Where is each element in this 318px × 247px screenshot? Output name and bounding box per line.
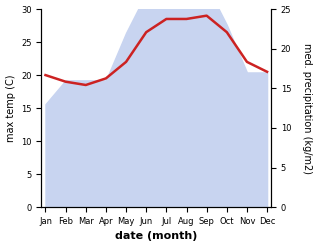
Y-axis label: med. precipitation (kg/m2): med. precipitation (kg/m2) [302, 43, 313, 174]
X-axis label: date (month): date (month) [115, 231, 197, 242]
Y-axis label: max temp (C): max temp (C) [5, 74, 16, 142]
